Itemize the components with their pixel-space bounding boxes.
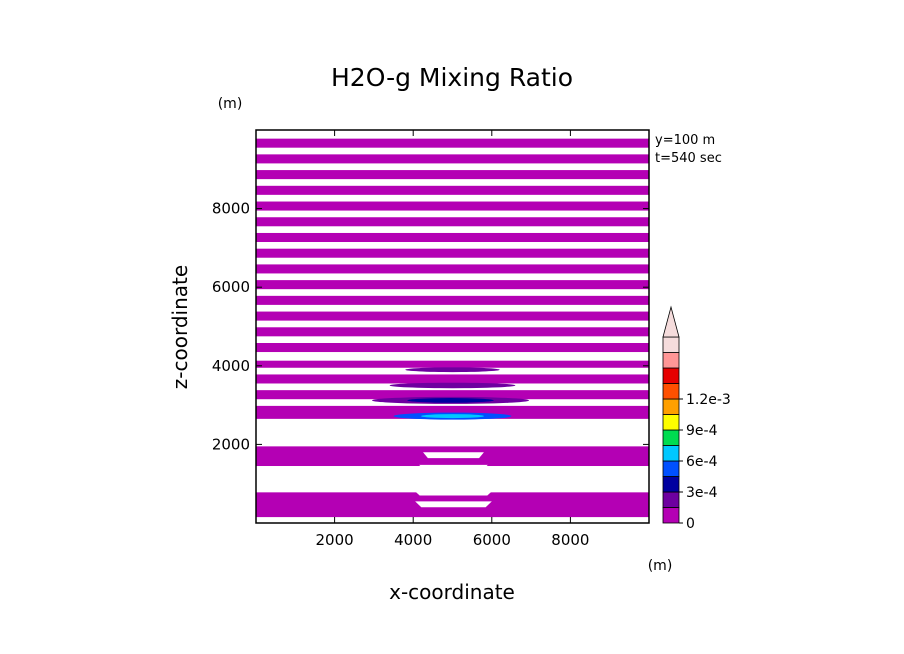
x-tick-label-2: 6000 [473,531,511,549]
colorbar-swatch-10 [662,352,680,369]
colorbar-swatch-11 [662,336,680,353]
contour-band-2 [256,170,649,180]
moisture-feature-3 [407,398,494,403]
contour-band-10 [256,295,649,305]
contour-band-13 [256,343,649,353]
contour-band-12 [256,327,649,337]
contour-band-11 [256,311,649,321]
contour-band-7 [256,248,649,258]
contour-band-3 [256,185,649,195]
x-tick-label-1: 4000 [394,531,432,549]
annotation-t: t=540 sec [655,151,722,166]
moisture-feature-4 [389,382,516,389]
annotation-y: y=100 m [655,133,715,148]
colorbar-swatch-6 [662,414,680,431]
chart-title: H2O-g Mixing Ratio [331,63,573,92]
contour-band-15 [256,374,649,384]
plume-gaps [413,436,494,508]
plot-frame [255,129,650,524]
colorbar-swatch-7 [662,398,680,415]
plume-gap-0 [424,436,481,445]
plume-gap-4 [413,489,494,496]
y-unit-label: (m) [218,96,243,112]
y-tick-label-1: 4000 [212,357,250,375]
colorbar-tick-label-3: 9e-4 [686,423,718,439]
contour-band-17 [256,405,649,415]
colorbar-tick-label-2: 6e-4 [686,454,718,470]
y-axis-label: z-coordinate [168,265,192,389]
contour-band-5 [256,217,649,227]
y-tick-label-3: 8000 [212,200,250,218]
colorbar-swatch-1 [662,491,680,508]
moisture-features [371,367,530,420]
contour-band-16 [256,390,649,400]
plume-gap-5 [415,501,492,508]
moisture-feature-1 [421,414,484,419]
contour-band-14 [256,360,649,368]
colorbar: 0 3e-4 6e-4 9e-4 1.2e-3 [662,305,731,532]
colorbar-swatch-9 [662,367,680,384]
y-axis: 2000 4000 6000 8000 [212,200,649,453]
x-tick-label-3: 8000 [551,531,589,549]
x-axis-label: x-coordinate [389,580,515,604]
contour-band-4 [256,201,649,211]
contour-band-0 [256,138,649,148]
plume-gap-2 [419,464,488,470]
colorbar-tick-label-0: 0 [686,516,695,532]
x-unit-label: (m) [648,558,673,574]
moisture-feature-5 [405,367,500,373]
colorbar-swatch-0 [662,507,680,524]
colorbar-swatch-4 [662,445,680,462]
y-tick-label-0: 2000 [212,435,250,453]
plume-gap-3 [417,477,490,482]
contour-band-9 [256,280,649,290]
colorbar-swatch-8 [662,383,680,400]
colorbar-tick-label-4: 1.2e-3 [686,392,731,408]
contour-band-8 [256,264,649,274]
colorbar-extend-arrow [662,305,680,338]
colorbar-swatch-3 [662,460,680,477]
x-axis: 2000 4000 6000 8000 [316,130,589,549]
colorbar-swatch-2 [662,476,680,493]
contour-band-1 [256,154,649,164]
plume-gap-1 [423,452,484,459]
plot-area [256,130,649,523]
contour-band-6 [256,232,649,243]
y-tick-label-2: 6000 [212,278,250,296]
colorbar-swatch-5 [662,429,680,446]
x-tick-label-0: 2000 [316,531,354,549]
colorbar-tick-label-1: 3e-4 [686,485,718,501]
